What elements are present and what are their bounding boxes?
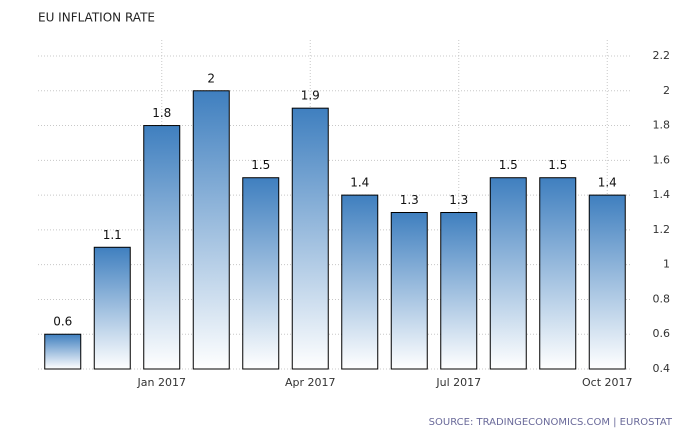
value-label: 1.1 <box>103 228 122 242</box>
value-label: 1.8 <box>152 106 171 120</box>
y-tick-label: 1.4 <box>653 188 671 201</box>
x-tick-label: Jan 2017 <box>137 376 186 389</box>
source-note: SOURCE: TRADINGECONOMICS.COM | EUROSTAT <box>429 417 673 428</box>
y-tick-label: 1.2 <box>653 223 671 236</box>
y-tick-label: 2.2 <box>653 49 671 62</box>
value-label: 1.4 <box>350 176 369 190</box>
value-label: 2 <box>207 71 215 85</box>
value-label: 0.6 <box>53 315 72 329</box>
y-tick-label: 0.4 <box>653 362 671 375</box>
value-label: 1.3 <box>400 193 419 207</box>
bar <box>291 107 329 370</box>
bar <box>440 212 478 370</box>
y-tick-label: 0.6 <box>653 327 671 340</box>
bar <box>93 246 131 370</box>
bar <box>489 177 527 370</box>
value-label: 1.3 <box>449 193 468 207</box>
value-label: 1.5 <box>499 158 518 172</box>
y-tick-label: 0.8 <box>653 292 671 305</box>
bar <box>341 194 379 370</box>
bar <box>44 333 82 370</box>
bar <box>242 177 280 370</box>
x-tick-label: Apr 2017 <box>285 376 336 389</box>
y-tick-label: 2 <box>663 84 670 97</box>
bar <box>192 90 230 370</box>
bar <box>588 194 626 370</box>
value-label: 1.4 <box>598 176 617 190</box>
bar <box>390 212 428 370</box>
bar <box>539 177 577 370</box>
x-tick-label: Jul 2017 <box>435 376 481 389</box>
y-tick-label: 1 <box>663 258 670 271</box>
y-tick-label: 1.6 <box>653 153 671 166</box>
y-tick-label: 1.8 <box>653 119 671 132</box>
value-label: 1.5 <box>251 158 270 172</box>
bar <box>143 125 181 370</box>
value-label: 1.5 <box>548 158 567 172</box>
value-label: 1.9 <box>301 89 320 103</box>
x-tick-label: Oct 2017 <box>582 376 633 389</box>
chart-title: EU INFLATION RATE <box>38 11 155 25</box>
